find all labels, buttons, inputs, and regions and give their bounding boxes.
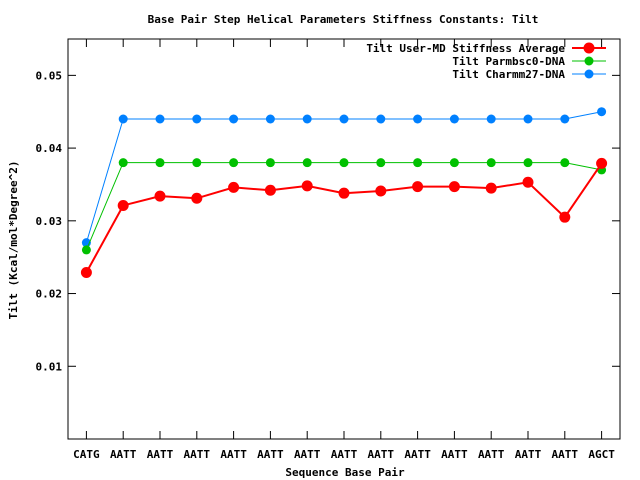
data-point [191,192,203,204]
legend-marker [583,42,595,54]
data-point [155,114,165,124]
data-point [412,181,424,193]
y-axis-label: Tilt (Kcal/mol*Degree^2) [7,161,20,320]
x-tick-label: AATT [147,448,174,461]
data-point [154,190,166,202]
y-tick-label: 0.01 [36,360,63,373]
legend-marker [584,56,594,66]
x-axis-label: Sequence Base Pair [285,466,405,479]
series-1 [80,157,608,278]
x-tick-label: AATT [220,448,247,461]
data-point [523,158,533,168]
x-tick-label: AATT [404,448,431,461]
data-point [265,158,275,168]
data-point [597,107,607,117]
x-tick-label: CATG [73,448,100,461]
data-point [376,114,386,124]
data-point [448,181,460,193]
series-3 [81,107,607,248]
y-tick-label: 0.02 [36,288,63,301]
data-point [413,114,423,124]
data-point [522,176,534,188]
x-tick-label: AATT [515,448,542,461]
data-point [80,266,92,278]
data-point [155,158,165,168]
data-point [301,180,313,192]
data-point [560,158,570,168]
data-point [228,181,240,193]
x-tick-label: AATT [110,448,137,461]
x-tick-label: AATT [331,448,358,461]
x-tick-label: AATT [552,448,579,461]
legend-marker [584,69,594,79]
y-tick-label: 0.03 [36,215,63,228]
x-tick-label: AATT [368,448,395,461]
x-tick-label: AATT [478,448,505,461]
data-point [449,158,459,168]
y-tick-label: 0.04 [36,142,63,155]
data-point [339,158,349,168]
data-point [559,211,571,223]
data-point [265,114,275,124]
data-point [339,114,349,124]
data-point [229,114,239,124]
series-layer [80,107,608,278]
data-point [117,200,129,212]
data-point [596,157,608,169]
data-point [523,114,533,124]
data-point [302,114,312,124]
data-point [560,114,570,124]
legend-label: Tilt Parmbsc0-DNA [452,55,565,68]
data-point [118,158,128,168]
data-point [413,158,423,168]
legend-label: Tilt Charmm27-DNA [452,68,565,81]
data-point [229,158,239,168]
x-tick-label: AATT [184,448,211,461]
x-tick-label: AATT [294,448,321,461]
chart-title: Base Pair Step Helical Parameters Stiffn… [148,13,539,26]
legend-label: Tilt User-MD Stiffness Average [366,42,565,55]
data-point [118,114,128,124]
data-point [449,114,459,124]
data-point [486,114,496,124]
data-point [192,114,202,124]
data-point [81,245,91,255]
y-tick-label: 0.05 [36,69,63,82]
data-point [486,158,496,168]
data-point [302,158,312,168]
data-point [485,182,497,194]
data-point [192,158,202,168]
series-2 [81,158,607,255]
x-tick-label: AATT [257,448,284,461]
data-point [338,187,350,199]
data-point [376,158,386,168]
x-tick-label: AGCT [588,448,615,461]
axes: 0.01 0.02 0.03 0.04 0.05 CATG AATT AATT AATT AATT… [36,38,621,461]
x-tick-label: AATT [441,448,468,461]
data-point [264,184,276,196]
data-point [375,185,387,197]
